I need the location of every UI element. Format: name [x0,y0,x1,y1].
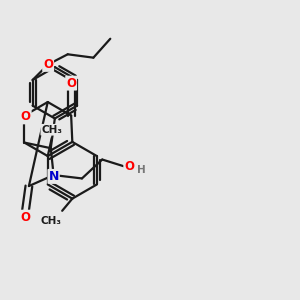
Text: O: O [66,76,76,90]
Text: CH₃: CH₃ [41,125,62,135]
Text: CH₃: CH₃ [40,216,61,226]
Text: O: O [21,110,31,123]
Text: O: O [124,160,134,173]
Text: O: O [20,211,31,224]
Text: H: H [137,165,146,175]
Text: N: N [48,170,59,183]
Text: O: O [43,58,53,71]
